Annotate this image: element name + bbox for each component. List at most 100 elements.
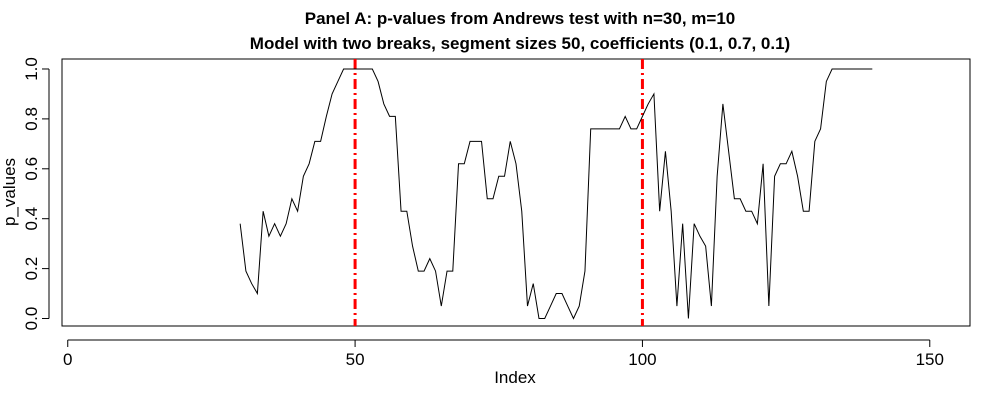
data-point — [745, 211, 746, 212]
data-point — [676, 305, 677, 306]
data-point — [240, 223, 241, 224]
data-point — [630, 128, 631, 129]
y-tick-label: 0.8 — [22, 107, 41, 131]
data-point — [423, 271, 424, 272]
y-tick-label: 0.4 — [22, 207, 41, 231]
data-point — [366, 68, 367, 69]
data-point — [280, 236, 281, 237]
data-point — [257, 293, 258, 294]
data-point — [694, 223, 695, 224]
data-point — [596, 128, 597, 129]
data-point — [837, 68, 838, 69]
data-point — [636, 128, 637, 129]
data-point — [320, 141, 321, 142]
data-point — [740, 198, 741, 199]
data-point — [406, 211, 407, 212]
data-point — [711, 305, 712, 306]
data-point — [354, 68, 355, 69]
data-point — [717, 176, 718, 177]
data-point — [705, 246, 706, 247]
data-point — [619, 128, 620, 129]
data-point — [872, 68, 873, 69]
data-point — [567, 305, 568, 306]
data-point — [372, 68, 373, 69]
chart-title: Panel A: p-values from Andrews test with… — [305, 9, 735, 28]
data-point — [498, 176, 499, 177]
data-point — [803, 211, 804, 212]
data-point — [245, 271, 246, 272]
data-point — [751, 211, 752, 212]
series-line — [239, 68, 873, 320]
data-point — [659, 211, 660, 212]
data-point — [573, 318, 574, 319]
data-point — [826, 81, 827, 82]
data-point — [590, 128, 591, 129]
data-point — [349, 68, 350, 69]
data-point — [533, 283, 534, 284]
data-point — [774, 176, 775, 177]
data-point — [360, 68, 361, 69]
data-point — [556, 293, 557, 294]
data-point — [544, 318, 545, 319]
plot-frame — [61, 58, 971, 327]
data-point — [452, 271, 453, 272]
data-point — [464, 163, 465, 164]
data-point — [613, 128, 614, 129]
data-point — [671, 211, 672, 212]
data-point — [263, 211, 264, 212]
data-point — [510, 141, 511, 142]
data-point — [400, 211, 401, 212]
data-point — [734, 198, 735, 199]
data-point — [860, 68, 861, 69]
data-point — [584, 271, 585, 272]
data-point — [435, 271, 436, 272]
data-point — [625, 116, 626, 117]
data-point — [791, 151, 792, 152]
data-point — [786, 163, 787, 164]
data-point — [418, 271, 419, 272]
data-point — [332, 93, 333, 94]
data-point — [682, 223, 683, 224]
data-point — [429, 258, 430, 259]
data-point — [446, 271, 447, 272]
x-axis-label: Index — [494, 368, 536, 387]
data-point — [550, 305, 551, 306]
chart-subtitle: Model with two breaks, segment sizes 50,… — [250, 34, 790, 53]
data-point — [602, 128, 603, 129]
data-point — [458, 163, 459, 164]
y-tick-label: 1.0 — [22, 57, 41, 81]
data-point — [538, 318, 539, 319]
data-point — [475, 141, 476, 142]
data-point — [309, 163, 310, 164]
data-point — [395, 116, 396, 117]
x-tick-label: 50 — [346, 350, 365, 369]
data-point — [688, 318, 689, 319]
data-point — [665, 151, 666, 152]
data-point — [383, 103, 384, 104]
data-point — [648, 103, 649, 104]
data-point — [251, 283, 252, 284]
data-point — [699, 236, 700, 237]
data-point — [831, 68, 832, 69]
data-point — [469, 141, 470, 142]
x-axis: 0 50 100 150 — [63, 339, 944, 369]
data-point — [757, 223, 758, 224]
data-point — [337, 81, 338, 82]
data-point — [412, 246, 413, 247]
y-tick-label: 0.2 — [22, 257, 41, 281]
data-point — [768, 305, 769, 306]
data-point — [814, 141, 815, 142]
series-group — [239, 68, 873, 320]
data-point — [268, 236, 269, 237]
data-point — [849, 68, 850, 69]
data-point — [326, 116, 327, 117]
data-point — [274, 223, 275, 224]
x-tick-label: 100 — [628, 350, 656, 369]
data-point — [579, 305, 580, 306]
data-point — [303, 176, 304, 177]
data-point — [653, 93, 654, 94]
x-tick-label: 0 — [63, 350, 72, 369]
data-point — [487, 198, 488, 199]
data-point — [286, 223, 287, 224]
